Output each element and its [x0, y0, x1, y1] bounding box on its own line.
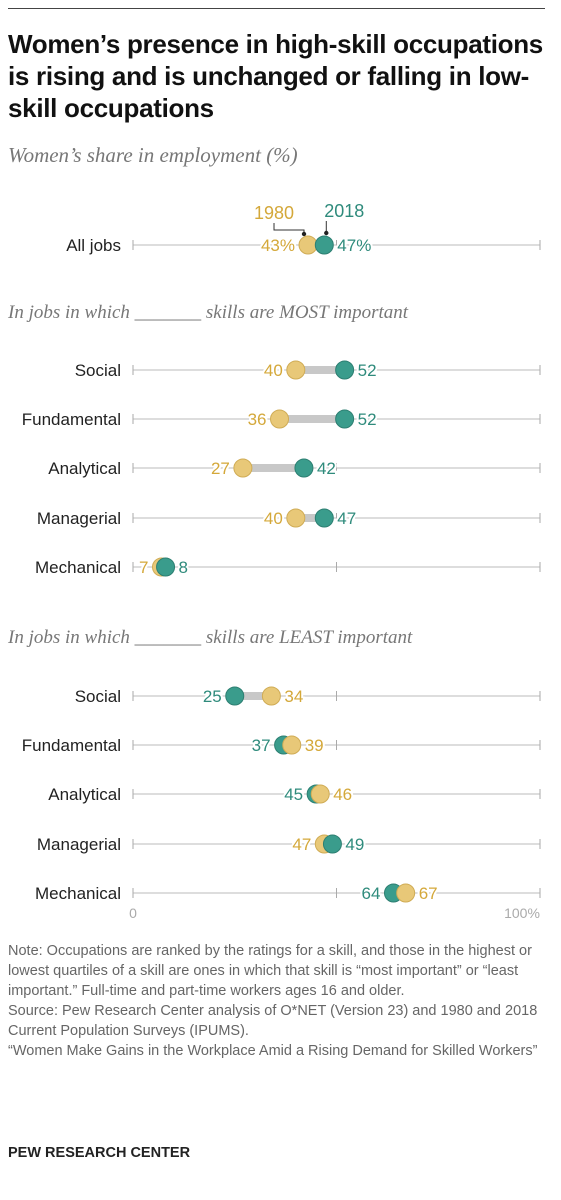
category-label: Social: [75, 361, 121, 380]
value-label-high: 52: [358, 361, 377, 380]
value-label-high: 47: [337, 509, 356, 528]
dot-1980: [233, 458, 253, 478]
chart-subtitle: Women’s share in employment (%): [8, 143, 298, 167]
value-label-high: 34: [284, 687, 303, 706]
category-label: Fundamental: [22, 736, 121, 755]
category-label: Mechanical: [35, 558, 121, 577]
dot-2018: [335, 409, 355, 429]
dot-1980: [396, 883, 416, 903]
value-label-low: 36: [248, 410, 267, 429]
note-text: Note: Occupations are ranked by the rati…: [8, 943, 532, 999]
value-label-high: 52: [358, 410, 377, 429]
value-label-low: 40: [264, 509, 283, 528]
category-label: Managerial: [37, 509, 121, 528]
dot-1980: [270, 409, 290, 429]
value-label-high: 42: [317, 459, 336, 478]
source-text: Source: Pew Research Center analysis of …: [8, 1003, 538, 1039]
dot-1980: [261, 686, 281, 706]
dot-plot-chart: All jobs 43% 47% 1980 2018 In jobs in which _…: [7, 201, 541, 921]
value-label-high: 49: [345, 835, 364, 854]
section-header: In jobs in which _______ skills are LEAS…: [7, 627, 413, 648]
footer-brand: PEW RESEARCH CENTER: [8, 1145, 191, 1161]
dot-1980: [286, 508, 306, 528]
value-label-low: 45: [284, 785, 303, 804]
value-label-low: 43%: [261, 236, 295, 255]
value-label-low: 7: [139, 558, 148, 577]
dot-1980: [298, 235, 318, 255]
chart-title: Women’s presence in high-skill occupatio…: [8, 29, 543, 123]
value-label-high: 8: [179, 558, 188, 577]
value-label-high: 47%: [337, 236, 371, 255]
dot-2018: [335, 360, 355, 380]
value-label-low: 47: [292, 835, 311, 854]
dot-2018: [225, 686, 245, 706]
dot-2018: [314, 235, 334, 255]
top-rule: [8, 8, 545, 9]
dot-1980: [310, 784, 330, 804]
legend-label-2018: 2018: [324, 201, 364, 221]
report-title: “Women Make Gains in the Workplace Amid …: [8, 1043, 538, 1059]
value-label-low: 37: [252, 736, 271, 755]
dot-2018: [156, 557, 176, 577]
dot-2018: [314, 508, 334, 528]
notes-block: Note: Occupations are ranked by the rati…: [8, 941, 553, 1061]
value-label-high: 46: [333, 785, 352, 804]
value-label-high: 39: [305, 736, 324, 755]
dot-2018: [322, 834, 342, 854]
value-label-low: 40: [264, 361, 283, 380]
legend-dot-1980: [301, 231, 307, 237]
value-label-high: 67: [419, 884, 438, 903]
legend-leader-1980: [273, 223, 305, 234]
value-label-low: 27: [211, 459, 230, 478]
section-header: In jobs in which _______ skills are MOST…: [7, 302, 409, 323]
dot-2018: [294, 458, 314, 478]
category-label: Fundamental: [22, 410, 121, 429]
category-label: Managerial: [37, 835, 121, 854]
value-label-low: 25: [203, 687, 222, 706]
category-label: Mechanical: [35, 884, 121, 903]
x-tick-label-min: 0: [129, 905, 137, 921]
category-label: Analytical: [48, 785, 121, 804]
legend-dot-2018: [324, 230, 329, 236]
dot-1980: [282, 735, 302, 755]
legend-label-1980: 1980: [254, 203, 294, 223]
dot-1980: [286, 360, 306, 380]
category-label: Social: [75, 687, 121, 706]
category-label: All jobs: [66, 236, 121, 255]
category-label: Analytical: [48, 459, 121, 478]
x-tick-label-max: 100%: [504, 905, 540, 921]
value-label-low: 64: [362, 884, 381, 903]
